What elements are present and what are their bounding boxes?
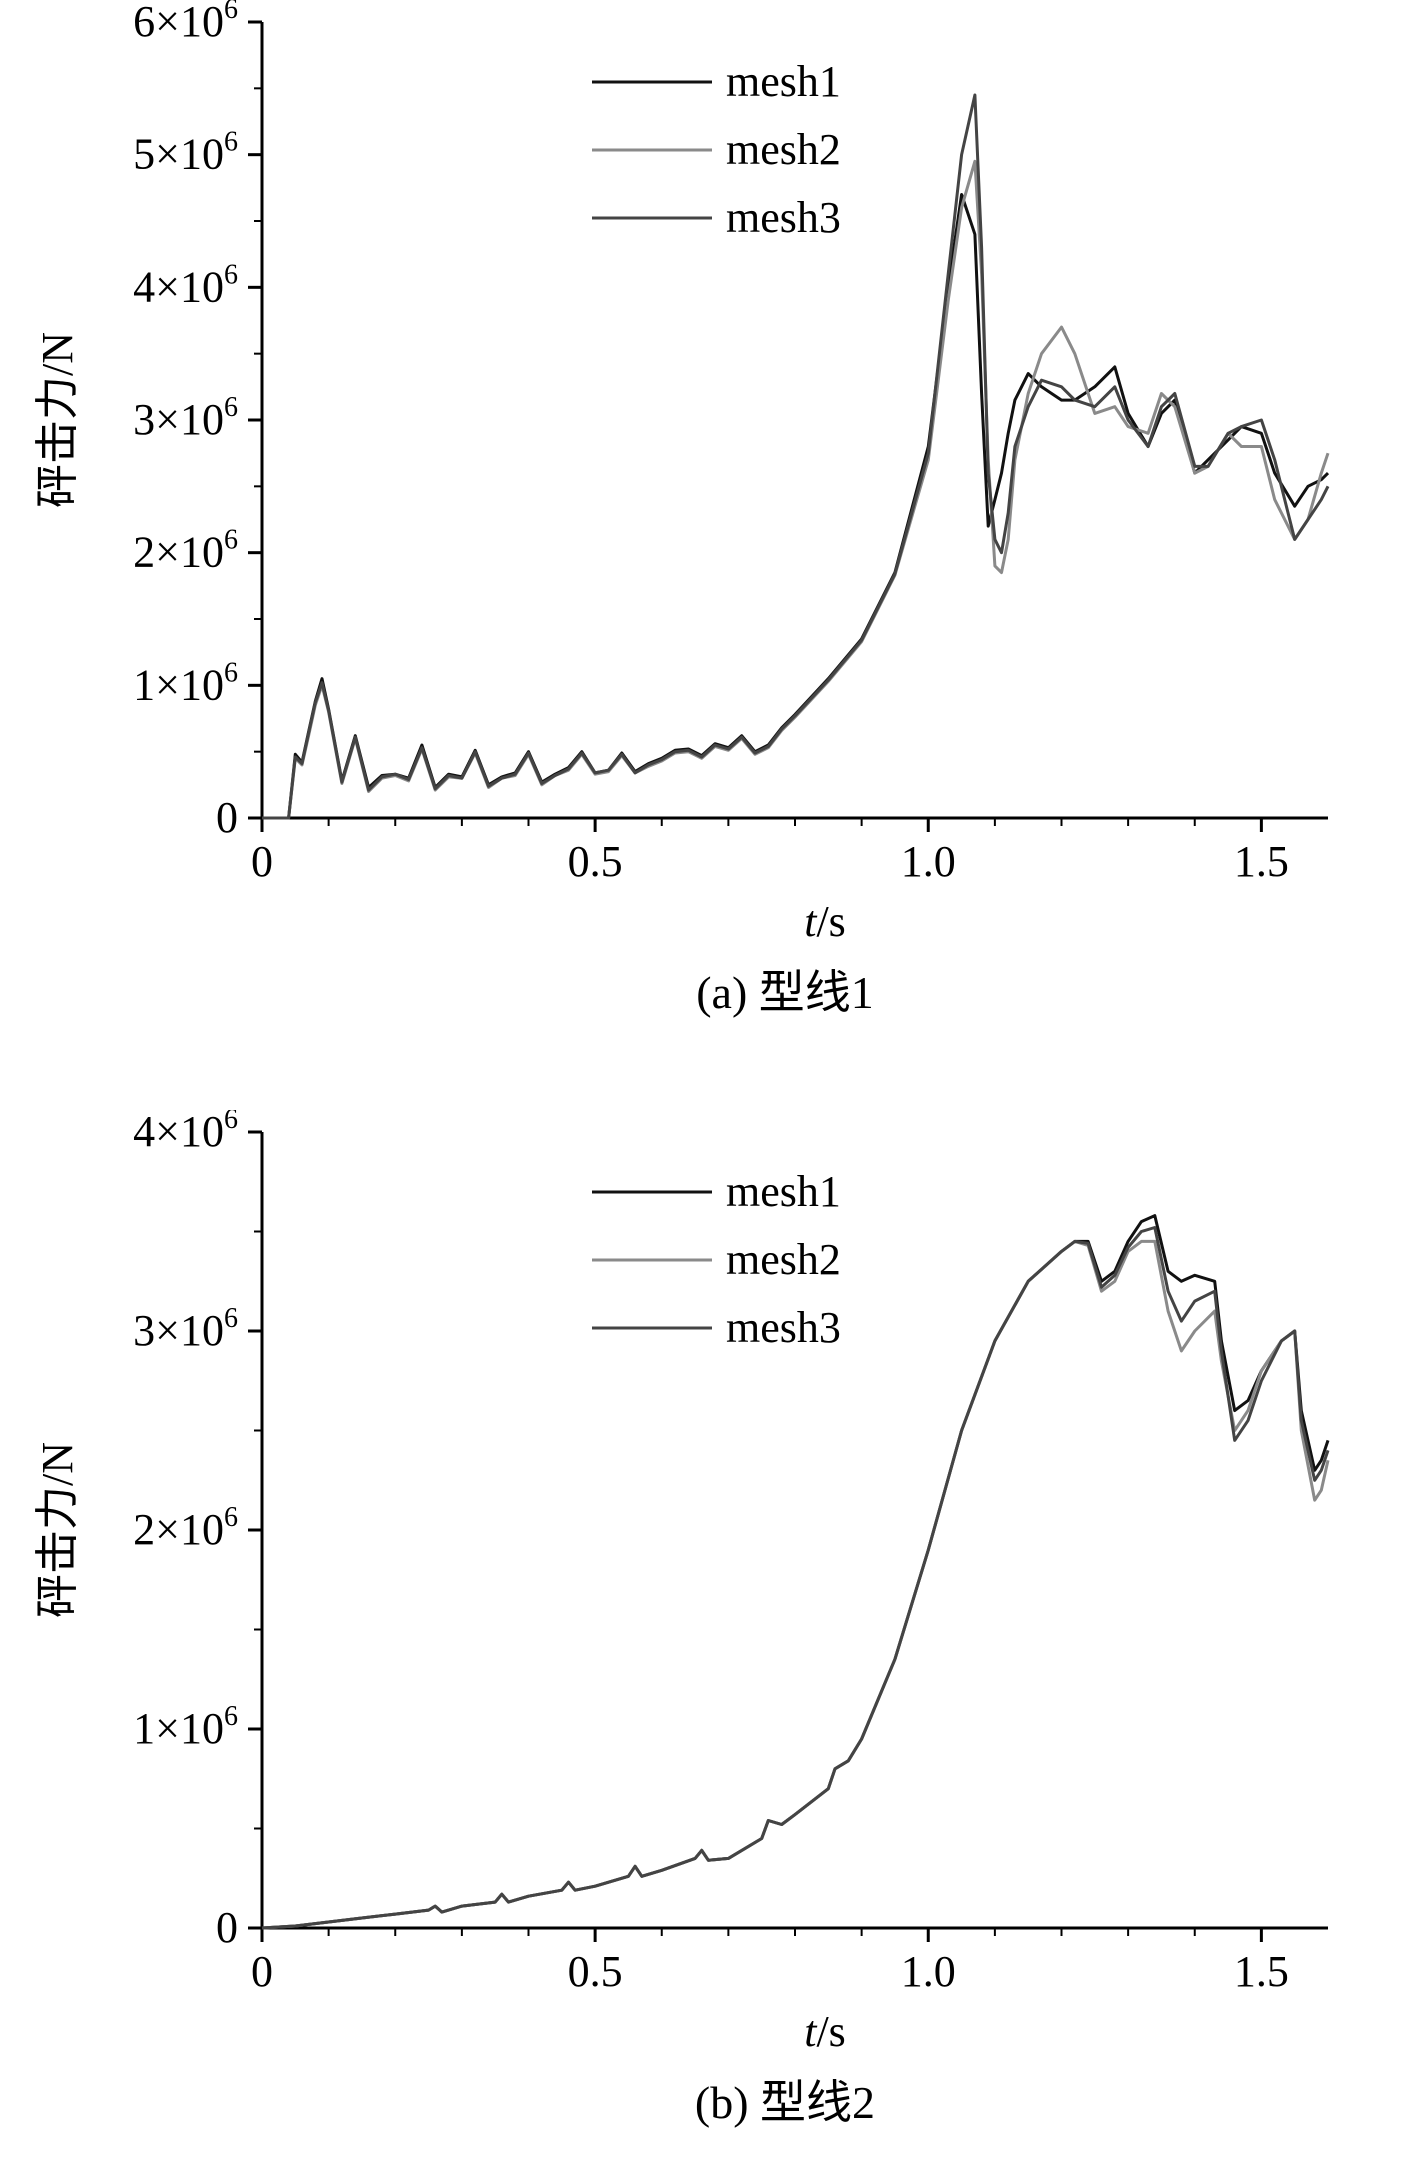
chart-panel-b: 0 1×106 2×106 3×106 4×106 0 0.5 1.0 1.5 t/s 砰击力/N m… (0, 1110, 1417, 2170)
chart-a-x-tick-label: 0 (251, 837, 273, 886)
chart-b-svg: 0 1×106 2×106 3×106 4×106 0 0.5 1.0 1.5 t/s 砰击力/N m… (33, 1110, 1330, 2128)
chart-b-x-tick-label: 1.5 (1234, 1947, 1289, 1996)
chart-b-caption: (b) 型线2 (695, 2077, 875, 2128)
chart-a-y-tick-label: 3×106 (133, 392, 238, 444)
chart-a-y-tick-label: 6×106 (133, 0, 238, 46)
chart-a-legend-label-mesh3: mesh3 (726, 193, 841, 242)
chart-b-x-tick-label: 1.0 (901, 1947, 956, 1996)
chart-a-x-axis-title: t/s (804, 897, 846, 946)
chart-b-y-tick-label: 2×106 (133, 1502, 238, 1554)
chart-a-y-axis-title: 砰击力/N (33, 332, 82, 508)
chart-b-legend-label-mesh3: mesh3 (726, 1303, 841, 1352)
chart-a-y-tick-label: 1×106 (133, 657, 238, 709)
chart-b-legend-label-mesh1: mesh1 (726, 1167, 841, 1216)
chart-a-svg: 0 1×106 2×106 3×106 4×106 5×106 6×106 0 0.5 1.0 1.… (33, 0, 1330, 1018)
chart-b-x-tick-label: 0.5 (568, 1947, 623, 1996)
chart-a-legend-label-mesh1: mesh1 (726, 57, 841, 106)
chart-a-x-tick-label: 1.0 (901, 837, 956, 886)
chart-a-x-tick-label: 0.5 (568, 837, 623, 886)
chart-b-series-mesh3 (261, 1226, 1330, 1930)
chart-b-x-tick-label: 0 (251, 1947, 273, 1996)
chart-a-y-tick-label: 5×106 (133, 127, 238, 179)
chart-b-y-tick-label: 1×106 (133, 1701, 238, 1753)
chart-a-y-tick-label: 0 (216, 793, 238, 842)
chart-b-x-axis-title: t/s (804, 2007, 846, 2056)
chart-panel-a: 0 1×106 2×106 3×106 4×106 5×106 6×106 0 0.5 1.0 1.… (0, 0, 1417, 1060)
chart-b-y-tick-label: 4×106 (133, 1110, 238, 1156)
chart-a-caption: (a) 型线1 (696, 967, 874, 1018)
chart-a-series-mesh1 (262, 193, 1330, 820)
chart-a-series-mesh3 (262, 93, 1330, 820)
chart-a-y-tick-label: 2×106 (133, 525, 238, 577)
chart-b-legend-label-mesh2: mesh2 (726, 1235, 841, 1284)
chart-a-legend-label-mesh2: mesh2 (726, 125, 841, 174)
chart-b-y-axis-title: 砰击力/N (33, 1442, 82, 1618)
chart-a-series-mesh2 (262, 159, 1330, 820)
chart-b-y-tick-label: 3×106 (133, 1303, 238, 1355)
chart-b-y-tick-label: 0 (216, 1903, 238, 1952)
chart-a-x-tick-label: 1.5 (1234, 837, 1289, 886)
chart-a-y-tick-label: 4×106 (133, 259, 238, 311)
